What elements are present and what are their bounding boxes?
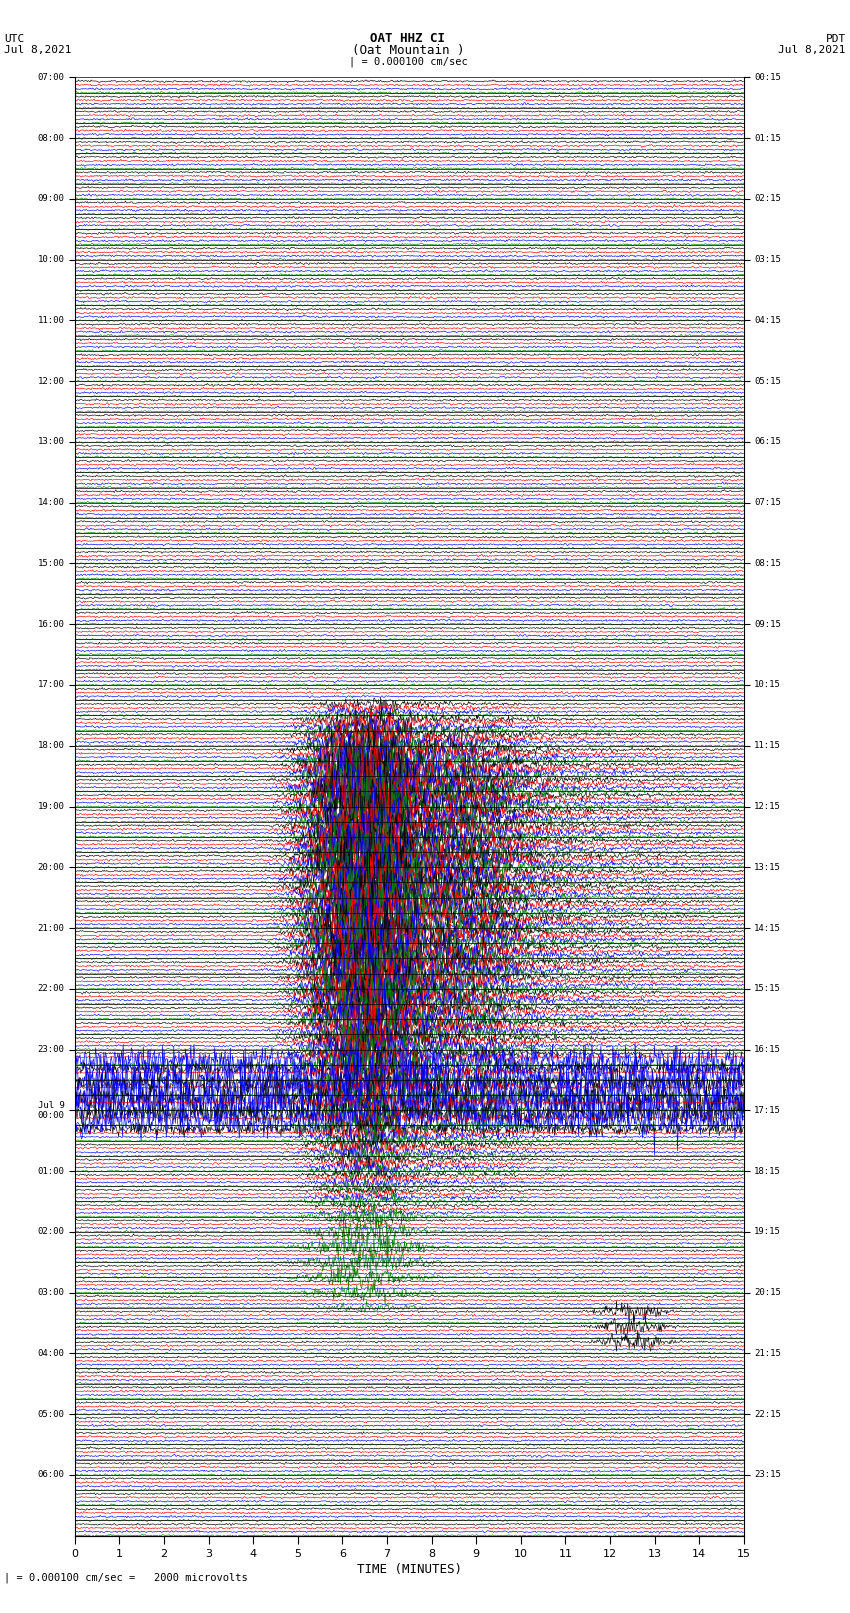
Text: (Oat Mountain ): (Oat Mountain ) <box>352 44 464 56</box>
Text: OAT HHZ CI: OAT HHZ CI <box>371 32 445 45</box>
Text: Jul 8,2021: Jul 8,2021 <box>4 45 71 55</box>
Text: Jul 8,2021: Jul 8,2021 <box>779 45 846 55</box>
X-axis label: TIME (MINUTES): TIME (MINUTES) <box>357 1563 462 1576</box>
Text: | = 0.000100 cm/sec =   2000 microvolts: | = 0.000100 cm/sec = 2000 microvolts <box>4 1573 248 1582</box>
Text: UTC: UTC <box>4 34 25 44</box>
Text: PDT: PDT <box>825 34 846 44</box>
Text: | = 0.000100 cm/sec: | = 0.000100 cm/sec <box>348 56 468 66</box>
